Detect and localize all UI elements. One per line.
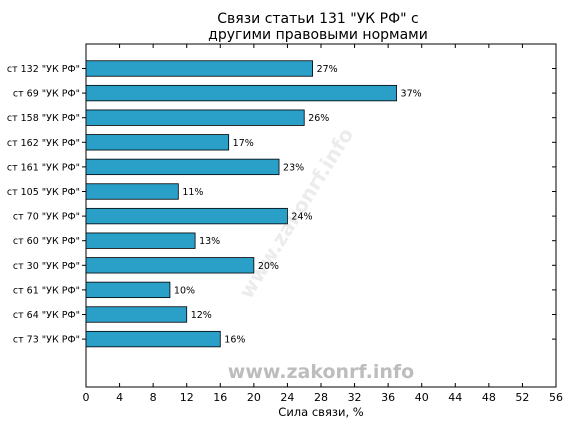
bar-value-label: 10% xyxy=(174,285,195,296)
bar xyxy=(85,183,179,200)
bar-value-label: 16% xyxy=(224,335,245,346)
bar xyxy=(85,158,280,176)
category-label: ст 158 "УК РФ" xyxy=(7,113,80,124)
category-label: ст 105 "УК РФ" xyxy=(7,187,80,198)
x-axis: 0 4 8 12 16 20 24 28 32 36 40 44 48 52 56 xyxy=(83,44,563,404)
bar-value-label: 27% xyxy=(317,64,338,75)
x-tick-label: 28 xyxy=(314,391,328,404)
x-tick-label: 4 xyxy=(116,391,123,404)
x-tick-label: 24 xyxy=(280,391,294,404)
bar xyxy=(85,207,288,225)
bar xyxy=(85,306,188,323)
x-tick-label: 32 xyxy=(348,391,362,404)
category-label: ст 132 "УК РФ" xyxy=(7,64,80,75)
bar xyxy=(85,84,397,102)
x-tick-label: 48 xyxy=(482,391,496,404)
category-label: ст 64 "УК РФ" xyxy=(13,310,80,321)
bar-value-label: 11% xyxy=(182,187,203,198)
x-tick-label: 20 xyxy=(247,391,261,404)
x-axis-label: Сила связи, % xyxy=(278,405,363,419)
x-tick-label: 56 xyxy=(549,391,563,404)
bar xyxy=(85,330,221,348)
bar-value-label: 13% xyxy=(199,236,220,247)
chart-title-line-1: Связи статьи 131 "УК РФ" с xyxy=(217,11,418,27)
bar-value-label: 24% xyxy=(291,212,312,223)
x-tick-label: 40 xyxy=(415,391,429,404)
bar-value-label: 23% xyxy=(283,162,304,173)
watermark: www.zakonrf.info xyxy=(228,361,414,383)
x-tick-label: 8 xyxy=(150,391,157,404)
x-tick-label: 0 xyxy=(83,391,90,404)
bar-value-label: 26% xyxy=(308,113,329,124)
bar xyxy=(85,109,305,126)
x-tick-label: 52 xyxy=(515,391,529,404)
bar xyxy=(85,257,255,274)
category-label: ст 61 "УК РФ" xyxy=(13,285,80,296)
bar-value-label: 12% xyxy=(191,310,212,321)
category-label: ст 60 "УК РФ" xyxy=(13,236,80,247)
category-label: ст 162 "УК РФ" xyxy=(7,138,80,149)
category-label: ст 30 "УК РФ" xyxy=(13,261,80,272)
bar-value-label: 17% xyxy=(233,138,254,149)
bar xyxy=(85,281,171,299)
bar-value-label: 20% xyxy=(258,261,279,272)
x-tick-label: 16 xyxy=(213,391,227,404)
bar xyxy=(85,60,314,77)
x-tick-label: 44 xyxy=(448,391,462,404)
chart-title-line-2: другими правовыми нормами xyxy=(208,27,428,43)
bar xyxy=(85,232,196,249)
bar xyxy=(85,134,230,151)
category-label: ст 69 "УК РФ" xyxy=(13,89,80,100)
bar-value-label: 37% xyxy=(401,89,422,100)
category-label: ст 70 "УК РФ" xyxy=(13,212,80,223)
x-tick-label: 12 xyxy=(180,391,194,404)
bars-layer: ст 132 "УК РФ" 27% ст 69 "УК РФ" 37% ст 158 … xyxy=(7,60,556,348)
category-label: ст 73 "УК РФ" xyxy=(13,335,80,346)
x-tick-label: 36 xyxy=(381,391,395,404)
category-label: ст 161 "УК РФ" xyxy=(7,162,80,173)
